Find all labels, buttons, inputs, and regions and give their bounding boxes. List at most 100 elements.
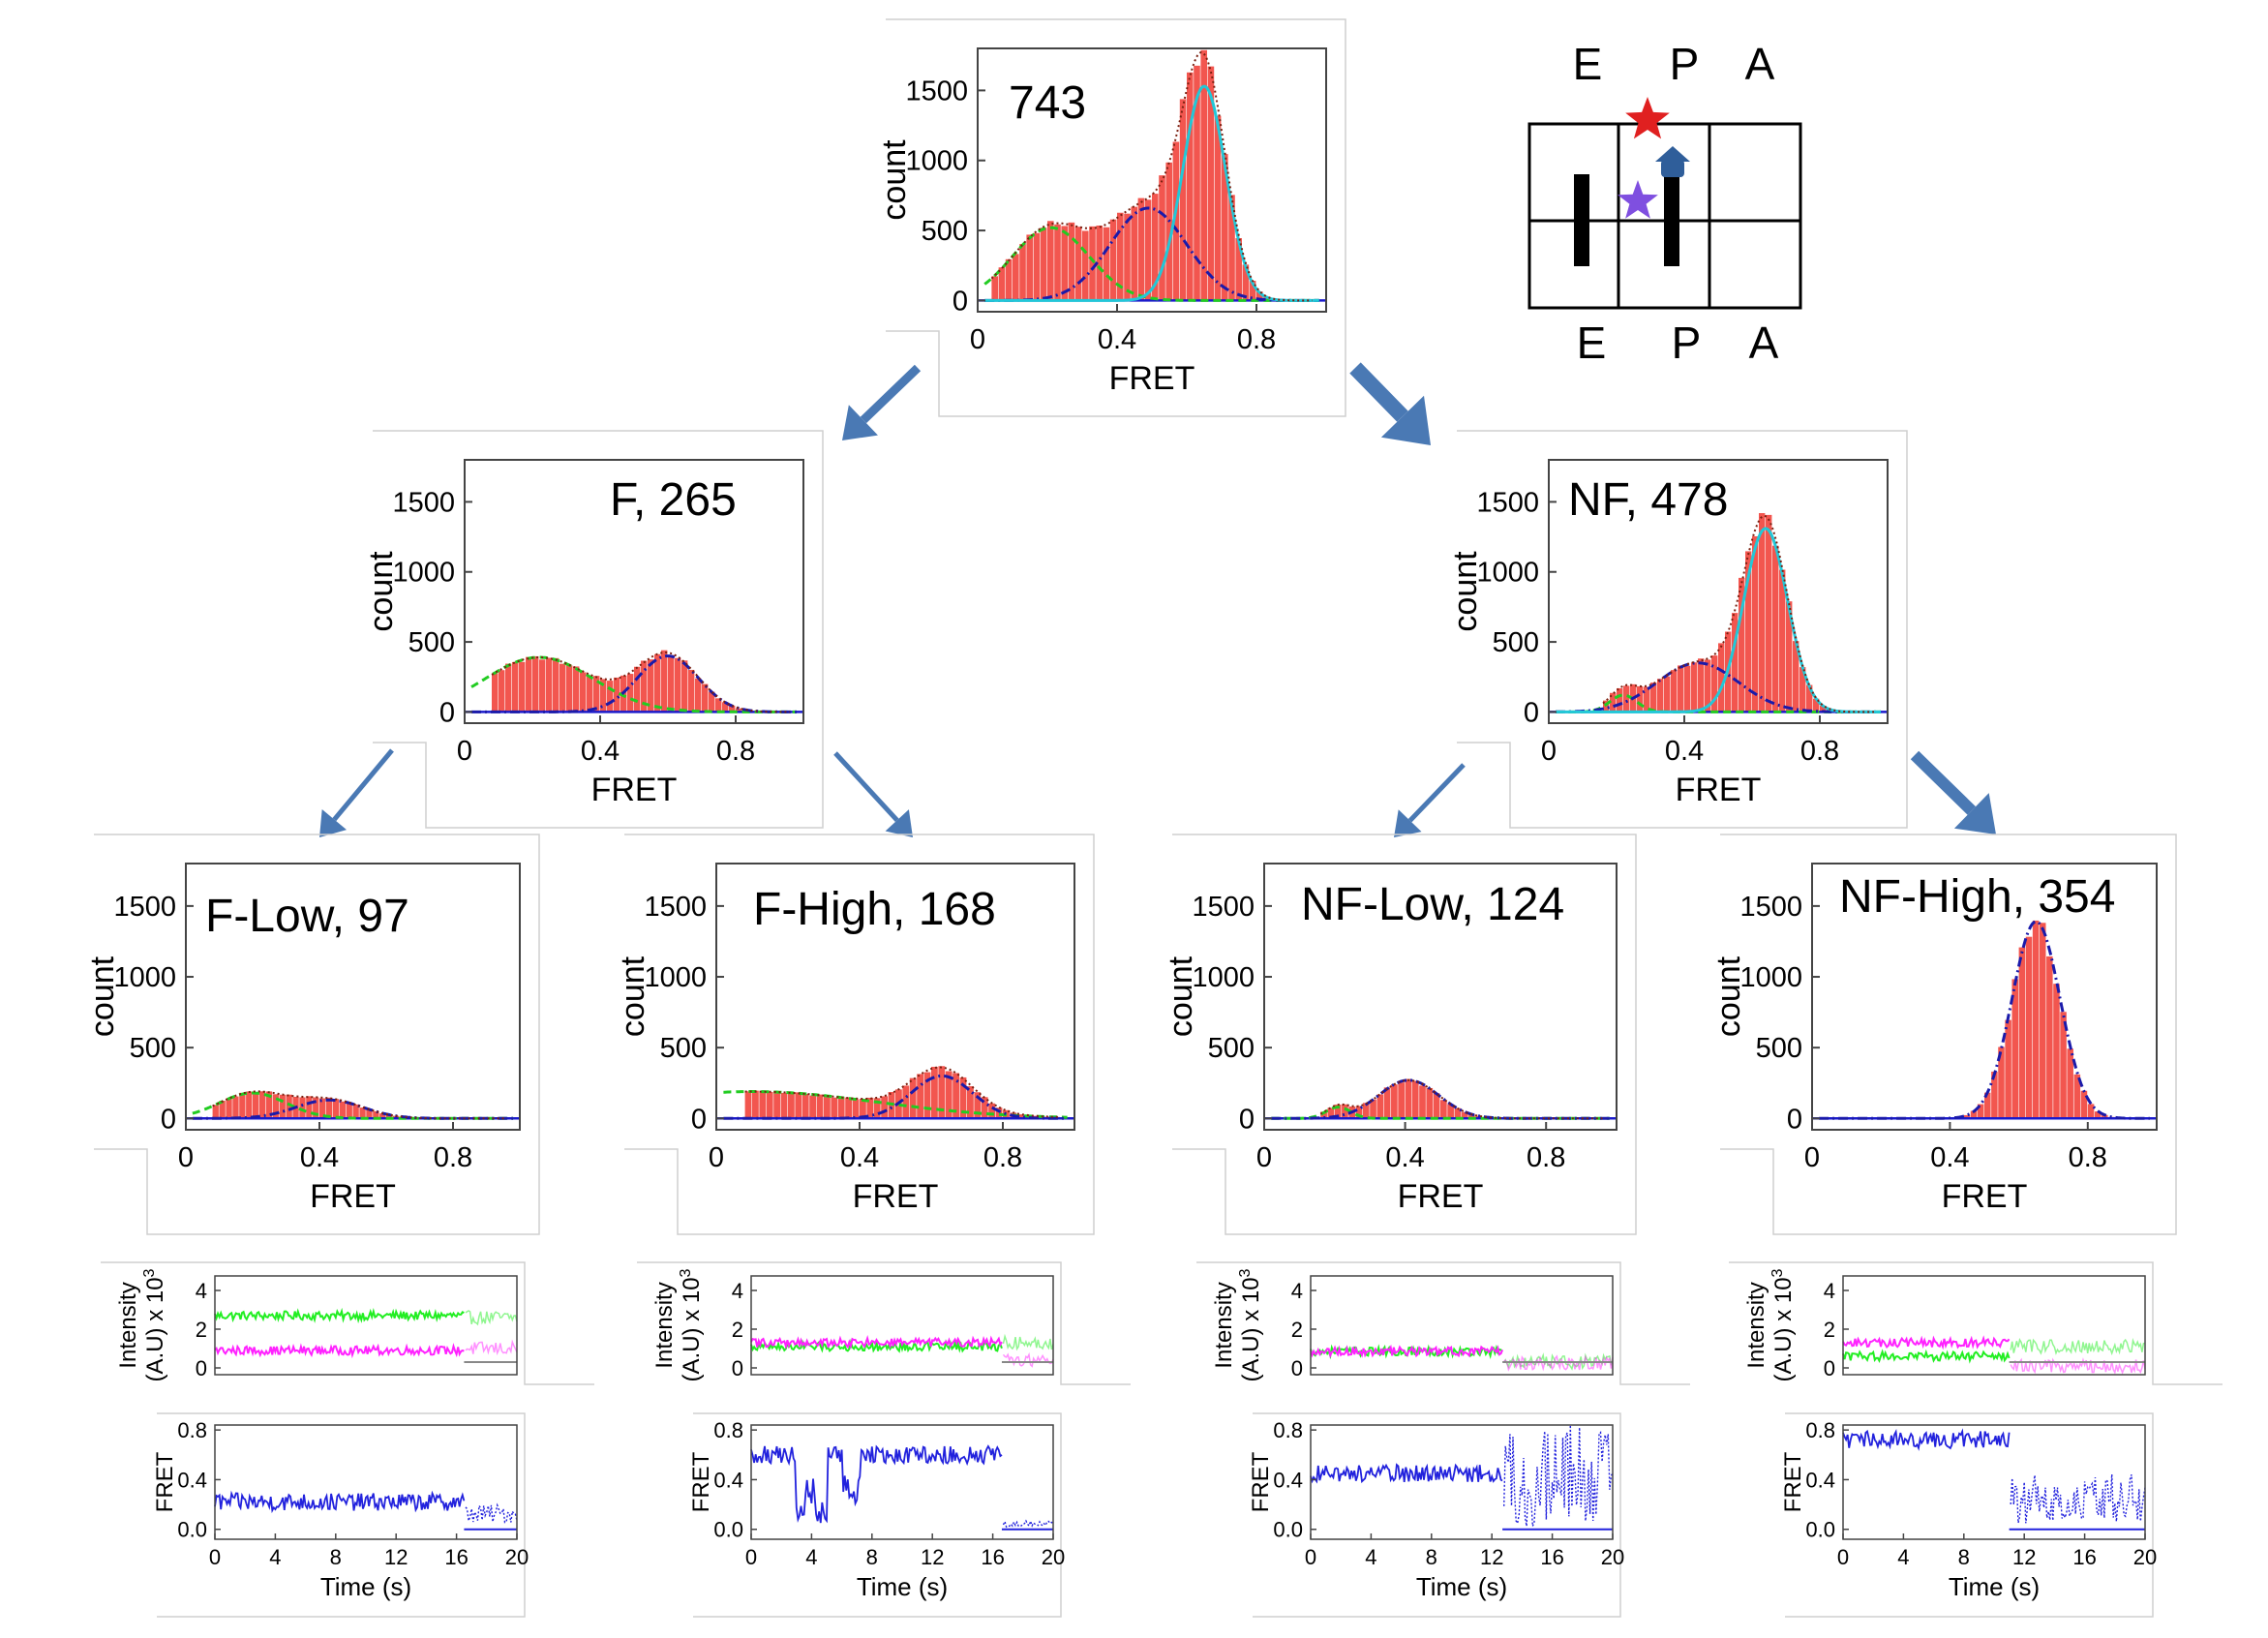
histogram-bar [801, 1093, 809, 1119]
histogram-bar [1144, 199, 1152, 301]
y-axis-label: count [1447, 551, 1484, 632]
fit-curve-mid [1271, 1078, 1610, 1120]
histogram-bar [1207, 66, 1215, 301]
histogram-bar [1047, 221, 1054, 301]
tree-arrow-head [1394, 809, 1422, 837]
histogram-bar [1033, 232, 1041, 301]
histogram-bar [1383, 1087, 1391, 1119]
x-tick-label: 16 [981, 1545, 1004, 1569]
histogram-bar [2018, 947, 2026, 1119]
y-axis-label: count [615, 956, 651, 1037]
trace-panel: 0 2 4 0.0 0.4 0.8 0 4 8 12 16 20 Time (s) FRET Intensi… [637, 1261, 1131, 1618]
y-axis-label: count [363, 551, 400, 632]
panel-frame [886, 18, 1346, 417]
histogram-bar [286, 1094, 292, 1119]
intensity-axes [1842, 1275, 2146, 1376]
axes-box [715, 863, 1075, 1131]
trace-frame [1729, 1261, 2223, 1385]
y-axis-label: count [1710, 956, 1747, 1037]
histogram-bar [346, 1102, 352, 1119]
histogram-bar [306, 1096, 313, 1119]
histogram-panel: 0 500 1000 1500 0 0.4 0.8 FRET count F, 265 [363, 430, 824, 829]
y-tick-label: 0.4 [713, 1468, 743, 1492]
y-tick-label: 1500 [1739, 892, 1802, 923]
histogram-bar [1468, 1114, 1475, 1119]
site-label-top-e: E [1573, 39, 1603, 89]
acceptor-trace [214, 1343, 465, 1359]
x-axis-label: FRET [1942, 1178, 2028, 1215]
tree-arrow-shaft [1910, 750, 1977, 815]
histogram-bar [1005, 258, 1013, 301]
site-label-bottom-a: A [1749, 318, 1779, 368]
histogram-bar [648, 659, 654, 713]
trace-frame [637, 1261, 1131, 1385]
histogram-bar [744, 1091, 752, 1119]
histogram-bar [519, 661, 526, 713]
fret-axes [750, 1424, 1054, 1540]
histogram-bar [2053, 984, 2060, 1119]
histogram-bar [1334, 1104, 1342, 1119]
x-axis-label: FRET [310, 1178, 396, 1215]
x-tick-label: 8 [1426, 1545, 1437, 1569]
histogram-bar [359, 1107, 366, 1119]
histogram-bar [212, 1105, 219, 1119]
axes-box [977, 47, 1327, 313]
histogram-bar [1650, 682, 1657, 713]
acceptor-trace [1310, 1344, 1504, 1359]
x-tick-label: 0 [457, 736, 472, 767]
x-tick-label: 4 [1897, 1545, 1909, 1569]
y-tick-label: 0 [196, 1356, 207, 1380]
fret-axis-label: FRET [1780, 1451, 1806, 1512]
x-tick-label: 0.8 [434, 1142, 472, 1173]
histogram-bar [2046, 956, 2053, 1119]
histogram-bar [319, 1098, 326, 1119]
histogram-bar [1089, 226, 1096, 301]
histogram-bar [1739, 577, 1745, 713]
histogram-bar [1617, 687, 1623, 713]
y-tick-label: 2 [1824, 1318, 1835, 1342]
histogram-bar [593, 676, 600, 713]
donor-trace-post [1002, 1333, 1054, 1351]
histogram-bar [831, 1097, 838, 1119]
intensity-axis-label: Intensity [115, 1282, 141, 1368]
time-axis-label: Time (s) [857, 1572, 948, 1601]
histogram-bar [1691, 662, 1698, 713]
histogram-bar [902, 1085, 910, 1119]
histogram-panel: 0 500 1000 1500 0 0.4 0.8 FRET count 743 [876, 18, 1346, 417]
x-tick-label: 20 [1042, 1545, 1065, 1569]
fret-trace [1310, 1463, 1503, 1484]
fret-axes [1842, 1424, 2146, 1540]
histogram-bar [1165, 162, 1172, 301]
y-tick-label: 500 [408, 627, 455, 658]
histogram-bar [566, 665, 573, 713]
x-tick-label: 0.4 [1385, 1142, 1424, 1173]
x-tick-label: 8 [330, 1545, 342, 1569]
acceptor-trace-post [465, 1339, 518, 1356]
histogram-bar [1194, 65, 1200, 301]
histograms: 0 500 1000 1500 0 0.4 0.8 FRET count 743 0 500 1000 1… [84, 18, 2177, 1235]
histogram-bar [2011, 979, 2018, 1119]
histogram-bar [909, 1077, 917, 1119]
axes-box [1548, 459, 1889, 724]
intensity-axis-exponent: 3 [141, 1268, 158, 1277]
histogram-bar [232, 1096, 239, 1119]
histogram-bar [1705, 659, 1711, 713]
x-tick-label: 0.4 [1665, 736, 1704, 767]
x-tick-label: 0.8 [1527, 1142, 1565, 1173]
histogram-bar [1447, 1104, 1454, 1119]
histogram-bar [573, 666, 580, 713]
histogram-bar [1671, 670, 1678, 713]
histogram-bar [654, 653, 661, 713]
tree-arrow-shaft [860, 364, 922, 424]
histogram-bar [627, 674, 634, 713]
fret-trace-post [1002, 1519, 1054, 1529]
histogram-bar [1159, 175, 1165, 301]
histogram-bar [668, 654, 675, 713]
histogram-bar [1664, 676, 1671, 713]
histogram-bar [1068, 222, 1075, 301]
intensity-axis-unit-text: (A.U) x 10 [142, 1277, 168, 1381]
panel-frame [373, 430, 824, 829]
x-tick-label: 12 [921, 1545, 944, 1569]
histogram-bar [1684, 665, 1691, 713]
histogram-bar [681, 660, 688, 713]
